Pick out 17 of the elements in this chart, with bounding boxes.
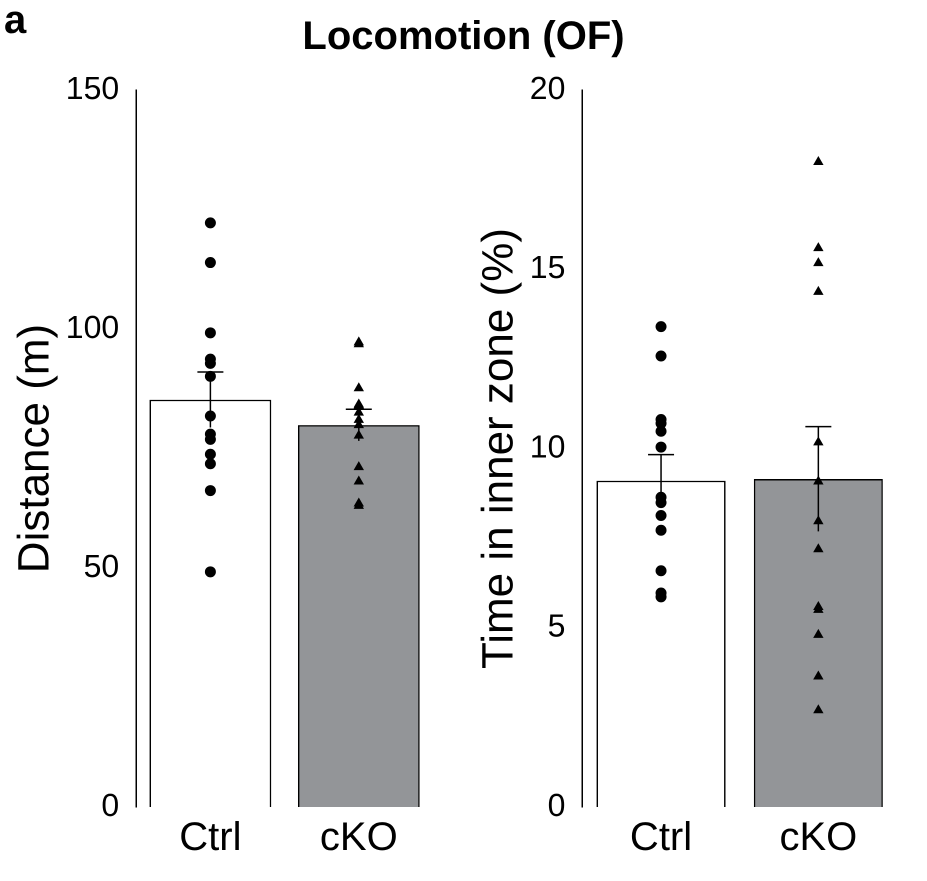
y-tick-label: 0 xyxy=(101,786,120,823)
y-tick-label: 100 xyxy=(66,308,120,345)
y-tick-label: 150 xyxy=(66,70,120,106)
x-tick-label: cKO xyxy=(320,815,398,860)
x-tick-label: cKO xyxy=(779,815,858,860)
x-tick-label: Ctrl xyxy=(630,815,692,860)
x-tick-label: Ctrl xyxy=(179,815,242,860)
y-tick-label: 20 xyxy=(530,70,566,106)
y-tick-label: 15 xyxy=(530,249,566,286)
y-tick-label: 50 xyxy=(84,548,120,584)
y-axis-title: Time in inner zone (%) xyxy=(474,228,523,669)
y-tick-label: 10 xyxy=(530,428,566,464)
y-tick-label: 0 xyxy=(548,786,566,823)
y-tick-label: 5 xyxy=(548,608,566,644)
chart-title: Locomotion (OF) xyxy=(302,14,625,58)
y-axis-title: Distance (m) xyxy=(10,324,59,574)
text: a xyxy=(4,0,26,42)
